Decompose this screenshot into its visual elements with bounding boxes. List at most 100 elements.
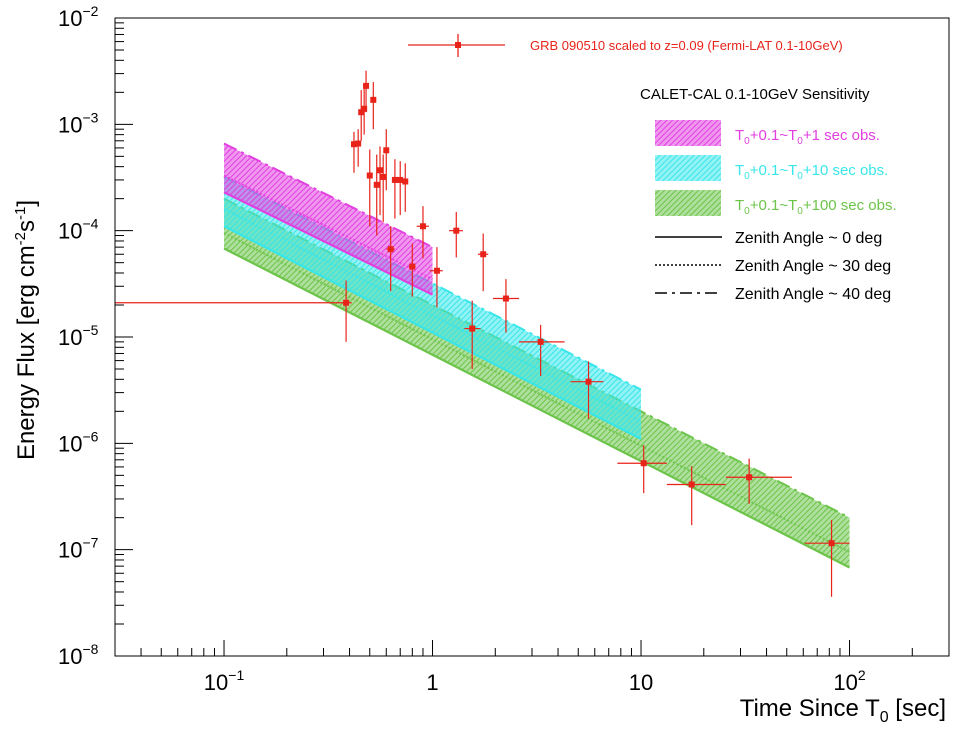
y-tick-label-exp-6: −7	[82, 535, 98, 551]
grb-point-8	[370, 82, 377, 130]
grb-point-21-marker	[469, 325, 476, 332]
legend-band-2-mid: +0.1~T	[750, 162, 798, 179]
grb-point-9	[373, 154, 380, 236]
grb-point-29-marker	[828, 540, 835, 547]
legend-band-2-t: T	[735, 162, 744, 179]
legend-band-3-sub1: 0	[744, 206, 750, 217]
y-tick-label-6: 10−7	[58, 535, 99, 563]
grb-point-17	[408, 243, 416, 297]
grb-point-24	[519, 324, 565, 376]
grb-point-3	[355, 129, 362, 167]
y-tick-label-base-3: 10	[58, 219, 82, 244]
y-tick-label-1: 10−2	[58, 3, 99, 31]
legend-band-label-3: T0+0.1~T0+100 sec obs.	[735, 197, 897, 217]
grb-point-9-marker	[373, 181, 380, 188]
x-tick-label-exp-4: 2	[858, 667, 866, 683]
legend-band-swatch-2	[655, 155, 721, 181]
grb-point-18-marker	[419, 223, 426, 230]
x-tick-label-base-1: 10	[204, 670, 228, 695]
grb-point-19	[429, 247, 443, 308]
grb-point-24-marker	[537, 338, 544, 345]
band-2-zenith-40-line	[223, 176, 642, 391]
grb-point-17-marker	[409, 263, 416, 270]
y-axis-title: Energy Flux [erg cm-2s-1]	[12, 200, 40, 460]
band-1-zenith-40-line	[223, 142, 433, 249]
grb-point-7-marker	[366, 172, 373, 179]
legend-band-1-sub1: 0	[744, 136, 750, 147]
legend-band-3-mid: +0.1~T	[750, 197, 798, 214]
x-tick-label-4: 102	[833, 667, 865, 695]
grb-point-25-marker	[585, 378, 592, 385]
grb-point-23-marker	[502, 295, 509, 302]
sensitivity-band-1	[224, 143, 433, 295]
x-tick-label-2: 1	[426, 670, 438, 695]
grb-point-26	[617, 445, 667, 494]
y-tick-label-4: 10−5	[58, 322, 99, 350]
grb-point-11	[380, 154, 387, 223]
y-tick-label-exp-3: −4	[82, 216, 98, 232]
y-tick-label-exp-4: −5	[82, 322, 98, 338]
band-2-zenith-0-line	[223, 225, 642, 440]
grb-point-12-marker	[383, 147, 390, 154]
grb-point-11-marker	[380, 173, 387, 180]
grb-point-28	[725, 458, 793, 504]
y-tick-label-base-6: 10	[58, 538, 82, 563]
y-tick-label-3: 10−4	[58, 216, 99, 244]
grb-point-3-marker	[355, 140, 362, 147]
legend-band-label-1: T0+0.1~T0+1 sec obs.	[735, 127, 880, 147]
legend-grb-marker	[455, 42, 461, 48]
legend-band-1-t: T	[735, 127, 744, 144]
y-tick-label-exp-1: −2	[82, 3, 98, 19]
y-tick-label-base-5: 10	[58, 431, 82, 456]
x-axis-title: Time Since T0 [sec]	[740, 695, 946, 726]
legend-band-2-end: +10 sec obs.	[803, 162, 888, 179]
legend-grb-label: GRB 090510 scaled to z=0.09 (Fermi-LAT 0…	[530, 38, 843, 53]
x-tick-label-base-2: 1	[426, 670, 438, 695]
x-tick-label-base-3: 10	[629, 670, 653, 695]
grb-point-7	[366, 149, 373, 227]
y-tick-label-5: 10−6	[58, 428, 99, 456]
grb-point-15-marker	[397, 176, 404, 183]
grb-point-4	[358, 90, 365, 141]
legend-line-dashdot-label: Zenith Angle ~ 40 deg	[735, 286, 891, 303]
x-tick-label-base-4: 10	[833, 670, 857, 695]
legend-band-3-end: +100 sec obs.	[803, 197, 897, 214]
grb-point-12	[383, 129, 390, 191]
y-tick-label-base-4: 10	[58, 325, 82, 350]
legend-band-1-mid: +0.1~T	[750, 127, 798, 144]
grb-point-14	[391, 159, 398, 219]
grb-point-27	[666, 466, 726, 526]
legend-band-3-t: T	[735, 197, 744, 214]
grb-point-26-marker	[640, 460, 647, 467]
grb-point-25	[570, 361, 604, 419]
legend-sensitivity-title: CALET-CAL 0.1-10GeV Sensitivity	[640, 86, 870, 103]
y-tick-label-base-7: 10	[58, 644, 82, 669]
band-3-zenith-0-line	[223, 247, 851, 569]
y-tick-label-2: 10−3	[58, 109, 99, 137]
grb-point-5-marker	[361, 105, 368, 112]
y-tick-label-exp-2: −3	[82, 109, 98, 125]
grb-point-10	[377, 146, 384, 216]
y-tick-label-base-1: 10	[58, 6, 82, 31]
grb-point-22	[477, 233, 489, 292]
x-tick-label-1: 10−1	[204, 667, 245, 695]
y-tick-label-exp-7: −8	[82, 641, 98, 657]
grb-point-4-marker	[358, 109, 365, 116]
x-tick-label-3: 10	[629, 670, 653, 695]
grb-point-14-marker	[391, 176, 398, 183]
grb-point-6	[363, 70, 370, 113]
grb-point-layer	[115, 70, 850, 597]
legend-band-2-sub1: 0	[744, 171, 750, 182]
grb-point-6-marker	[363, 82, 370, 89]
y-tick-label-exp-5: −6	[82, 428, 98, 444]
legend-band-1-end: +1 sec obs.	[803, 127, 880, 144]
grb-point-13-marker	[387, 246, 394, 253]
sensitivity-band-layer	[223, 142, 851, 569]
grb-point-20	[449, 211, 463, 258]
legend-band-label-2: T0+0.1~T0+10 sec obs.	[735, 162, 888, 182]
grb-point-20-marker	[453, 227, 460, 234]
legend-band-3-sub2: 0	[797, 206, 803, 217]
